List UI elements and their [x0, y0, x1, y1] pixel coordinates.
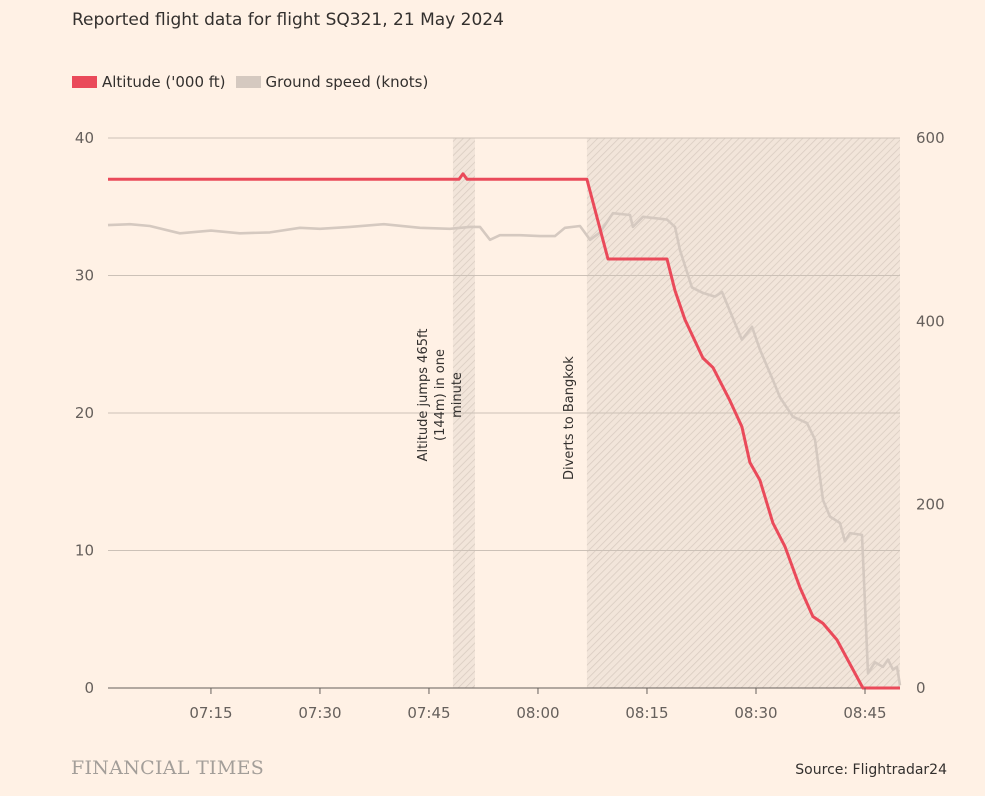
- y-right-tick-label: 200: [916, 496, 945, 514]
- y-left-tick-label: 10: [75, 542, 94, 560]
- x-tick-label: 08:00: [516, 704, 559, 722]
- legend-label-altitude: Altitude ('000 ft): [102, 73, 226, 91]
- source-note: Source: Flightradar24: [795, 762, 947, 778]
- altitude-line: [108, 172, 900, 690]
- legend-item-speed: Ground speed (knots): [235, 73, 429, 91]
- x-tick-label: 07:45: [407, 704, 450, 722]
- legend-swatch-speed: [235, 76, 261, 88]
- x-tick-label: 08:45: [843, 704, 886, 722]
- legend-label-speed: Ground speed (knots): [265, 73, 429, 91]
- annotation-line: Altitude jumps 465ft: [416, 329, 431, 462]
- annotation-line: minute: [450, 372, 465, 418]
- legend-item-altitude: Altitude ('000 ft): [72, 73, 226, 91]
- annotation-0: Altitude jumps 465ft (144m) in one minute: [416, 329, 465, 462]
- ft-logo: FINANCIAL TIMES: [71, 757, 265, 779]
- annotation-line: (144m) in one: [433, 349, 448, 441]
- x-tick-label: 08:30: [734, 704, 777, 722]
- x-tick-label: 07:30: [298, 704, 341, 722]
- x-tick-label: 08:15: [625, 704, 668, 722]
- y-right-tick-label: 400: [916, 312, 945, 330]
- chart-title: Reported flight data for flight SQ321, 2…: [72, 10, 504, 30]
- y-left-tick-label: 40: [75, 129, 94, 147]
- y-left-tick-label: 30: [75, 267, 94, 285]
- y-left-tick-label: 20: [75, 404, 94, 422]
- legend-swatch-altitude: [72, 76, 97, 88]
- x-tick-label: 07:15: [189, 704, 232, 722]
- ground-speed-line: [107, 211, 902, 686]
- annotation-line: Diverts to Bangkok: [562, 356, 577, 480]
- y-right-tick-label: 600: [916, 129, 945, 147]
- y-left-tick-label: 0: [84, 679, 94, 697]
- y-right-tick-label: 0: [916, 679, 926, 697]
- legend: Altitude ('000 ft) Ground speed (knots): [72, 73, 438, 91]
- annotation-1: Diverts to Bangkok: [562, 356, 577, 480]
